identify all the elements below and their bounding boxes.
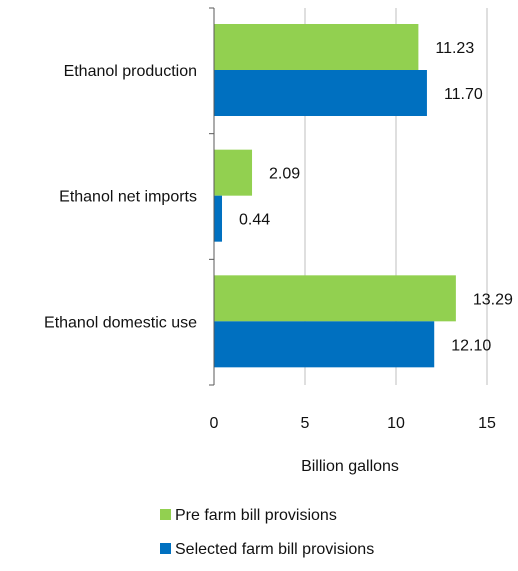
axis: 0 5 10 15 bbox=[209, 7, 496, 432]
x-tick-label: 15 bbox=[478, 415, 496, 432]
x-tick-label: 10 bbox=[387, 415, 405, 432]
category-labels: Ethanol production Ethanol net imports Eth… bbox=[44, 63, 197, 331]
bar bbox=[214, 24, 419, 70]
data-label: 0.44 bbox=[239, 212, 270, 229]
data-label: 12.10 bbox=[451, 337, 491, 354]
legend-label: Pre farm bill provisions bbox=[175, 507, 337, 524]
bar bbox=[214, 149, 253, 196]
bar bbox=[214, 275, 456, 322]
value-labels: 11.23 11.70 2.09 0.44 13.29 12.10 bbox=[239, 40, 513, 354]
bar bbox=[214, 321, 435, 368]
category-label: Ethanol net imports bbox=[59, 189, 197, 206]
legend-swatch bbox=[160, 543, 171, 554]
data-label: 11.23 bbox=[435, 40, 474, 57]
legend-label: Selected farm bill provisions bbox=[175, 541, 374, 558]
data-label: 11.70 bbox=[444, 86, 483, 103]
legend-swatch bbox=[160, 509, 171, 520]
x-axis-label: Billion gallons bbox=[301, 458, 399, 475]
bar bbox=[214, 70, 427, 116]
x-tick-label: 0 bbox=[210, 415, 219, 432]
bar bbox=[214, 195, 223, 242]
bars bbox=[214, 24, 456, 368]
legend: Pre farm bill provisions Selected farm bi… bbox=[160, 507, 374, 558]
category-label: Ethanol production bbox=[64, 63, 197, 80]
data-label: 2.09 bbox=[269, 166, 300, 183]
category-label: Ethanol domestic use bbox=[44, 314, 197, 331]
x-tick-label: 5 bbox=[301, 415, 310, 432]
data-label: 13.29 bbox=[473, 291, 513, 308]
